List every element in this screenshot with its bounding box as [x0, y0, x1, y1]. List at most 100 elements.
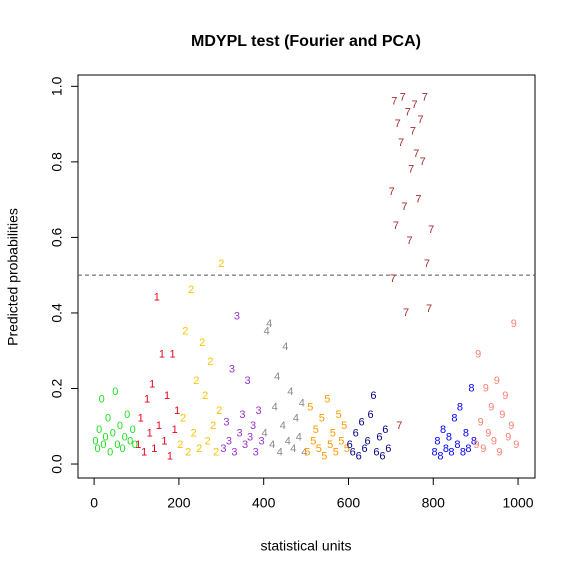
point: 6: [353, 428, 359, 440]
point: 8: [448, 447, 454, 459]
point: 1: [138, 413, 144, 425]
point: 3: [239, 409, 245, 421]
point: 1: [135, 439, 141, 451]
point: 1: [147, 428, 153, 440]
y-tick-label: 0.4: [49, 303, 65, 323]
point: 9: [505, 431, 511, 443]
point: 3: [242, 439, 248, 451]
point: 4: [269, 439, 275, 451]
point: 7: [410, 126, 416, 138]
point: 1: [164, 390, 170, 402]
point: 5: [333, 447, 339, 459]
point: 8: [465, 443, 471, 455]
point: 7: [428, 224, 434, 236]
point: 8: [457, 401, 463, 413]
point: 9: [513, 439, 519, 451]
point: 7: [408, 163, 414, 175]
point: 1: [172, 424, 178, 436]
point: 5: [304, 447, 310, 459]
point: 8: [471, 435, 477, 447]
point: 3: [256, 405, 262, 417]
point: 7: [417, 114, 423, 126]
point: 5: [330, 428, 336, 440]
point: 3: [226, 435, 232, 447]
point: 7: [396, 420, 402, 432]
point: 3: [253, 447, 259, 459]
point: 9: [502, 390, 508, 402]
point: 7: [389, 186, 395, 198]
point: 2: [205, 435, 211, 447]
point: 8: [463, 428, 469, 440]
x-tick-label: 800: [422, 495, 446, 511]
point: 5: [310, 435, 316, 447]
point: 0: [114, 439, 120, 451]
point: 3: [231, 447, 237, 459]
point: 8: [440, 424, 446, 436]
point: 0: [92, 435, 98, 447]
point: 7: [426, 303, 432, 315]
point: 2: [177, 439, 183, 451]
x-axis-label: statistical units: [260, 538, 351, 554]
point: 2: [210, 420, 216, 432]
point: 6: [367, 409, 373, 421]
point: 7: [393, 220, 399, 232]
point: 3: [245, 375, 251, 387]
point: 6: [385, 443, 391, 455]
point: 1: [149, 379, 155, 391]
point: 7: [395, 118, 401, 130]
point: 8: [446, 431, 452, 443]
point: 4: [264, 326, 270, 338]
point: 3: [229, 364, 235, 376]
point: 0: [127, 435, 133, 447]
point: 3: [220, 443, 226, 455]
point: 0: [100, 439, 106, 451]
point: 2: [199, 337, 205, 349]
point: 0: [112, 386, 118, 398]
point: 6: [356, 450, 362, 462]
point: 5: [313, 424, 319, 436]
point: 6: [350, 447, 356, 459]
point: 7: [391, 95, 397, 107]
point: 7: [398, 137, 404, 149]
point: 9: [494, 375, 500, 387]
point: 4: [274, 371, 280, 383]
point: 7: [403, 307, 409, 319]
point: 3: [259, 435, 265, 447]
y-tick-label: 0.6: [49, 227, 65, 247]
point: 9: [488, 401, 494, 413]
point: 2: [191, 428, 197, 440]
point: 8: [443, 443, 449, 455]
point: 0: [122, 431, 128, 443]
point: 0: [96, 424, 102, 436]
point: 1: [174, 405, 180, 417]
point: 9: [475, 348, 481, 360]
point: 4: [261, 428, 267, 440]
point: 7: [406, 235, 412, 247]
point: 5: [338, 435, 344, 447]
y-axis-label: Predicted probabilities: [5, 208, 21, 346]
point: 4: [293, 413, 299, 425]
point: 1: [151, 443, 157, 455]
point: 7: [413, 148, 419, 160]
x-tick-label: 200: [167, 495, 191, 511]
point: 9: [496, 447, 502, 459]
point: 4: [280, 420, 286, 432]
point: 4: [282, 341, 288, 353]
point: 8: [460, 447, 466, 459]
point: 9: [499, 409, 505, 421]
point: 8: [431, 447, 437, 459]
point: 9: [491, 435, 497, 447]
point: 3: [234, 311, 240, 323]
point: 0: [124, 409, 130, 421]
point: 0: [110, 428, 116, 440]
point: 1: [159, 348, 165, 360]
point: 2: [202, 390, 208, 402]
point: 5: [341, 420, 347, 432]
x-tick-label: 600: [337, 495, 361, 511]
point: 6: [373, 447, 379, 459]
point: 2: [193, 375, 199, 387]
point: 7: [424, 258, 430, 270]
point: 5: [307, 401, 313, 413]
point: 5: [327, 439, 333, 451]
point: 5: [324, 394, 330, 406]
